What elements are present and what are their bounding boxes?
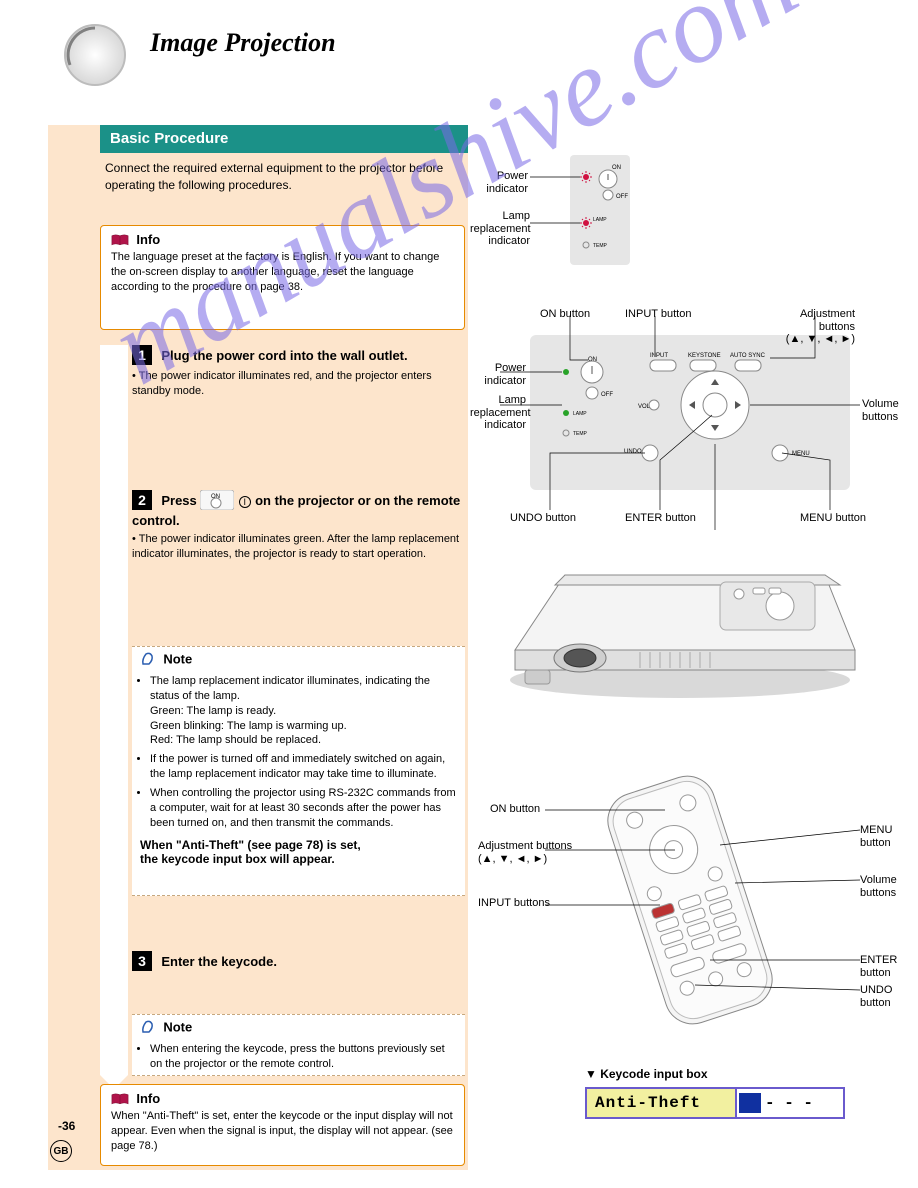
svg-text:AUTO SYNC: AUTO SYNC (730, 353, 766, 359)
info-label: Info (136, 1091, 160, 1106)
svg-text:UNDO: UNDO (624, 449, 642, 455)
svg-text:ON: ON (612, 165, 621, 171)
info-box-antitheft: Info When "Anti-Theft" is set, enter the… (100, 1084, 465, 1166)
note-icon (140, 1019, 156, 1038)
note-label: Note (163, 652, 192, 667)
label-remote-menu: MENU button (860, 824, 918, 849)
info-label: Info (136, 232, 160, 247)
step-2: 2 Press ON I on the projector or on the … (132, 490, 465, 562)
info-body: The language preset at the factory is En… (111, 250, 454, 295)
projector-illustration (485, 520, 870, 705)
anti-theft-dashes: - - - (765, 1094, 813, 1112)
step-number: 2 (132, 490, 152, 510)
svg-text:LAMP: LAMP (593, 217, 607, 223)
step-title: Plug the power cord into the wall outlet… (161, 348, 407, 363)
anti-theft-label: Anti-Theft (587, 1094, 735, 1112)
step-3: 3 Enter the keycode. (132, 951, 465, 971)
cursor-icon (739, 1093, 761, 1113)
keycode-heading: ▼ Keycode input box (585, 1068, 708, 1082)
note-bullet: When entering the keycode, press the but… (150, 1042, 457, 1072)
step-title-a: Press (161, 493, 200, 508)
note-bullet: If the power is turned off and immediate… (150, 752, 457, 782)
label-remote-vol: Volume buttons (860, 874, 918, 899)
note-box-keycode: Note When entering the keycode, press th… (132, 1014, 465, 1076)
on-button-icon: ON (200, 490, 234, 510)
arc-icon (60, 20, 130, 90)
step-body: The power indicator illuminates green. A… (132, 533, 459, 560)
svg-text:TEMP: TEMP (593, 243, 608, 249)
region-badge: GB (50, 1140, 72, 1162)
intro-text: Connect the required external equipment … (105, 160, 460, 194)
remote-illustration (550, 765, 830, 1035)
svg-text:OFF: OFF (616, 194, 628, 200)
label-remote-enter: ENTER button (860, 954, 918, 979)
label-adj-buttons: Adjustment buttons (▲, ▼, ◄, ►) (725, 308, 855, 346)
svg-text:LAMP: LAMP (573, 411, 587, 417)
page-header: Image Projection (0, 10, 918, 120)
section-bar: Basic Procedure (100, 125, 468, 153)
indicator-panel: ON OFF LAMP TEMP (570, 155, 630, 265)
label-input-button: INPUT button (625, 308, 691, 321)
page-title: Image Projection (150, 28, 336, 58)
info-box-factory-language: Info The language preset at the factory … (100, 225, 465, 330)
on-symbol-icon: I (239, 496, 251, 508)
anti-theft-box: Anti-Theft - - - (585, 1087, 845, 1119)
page-number: -36 (58, 1119, 75, 1133)
label-vol-buttons: Volume buttons (862, 398, 899, 423)
book-icon (111, 234, 129, 248)
label-remote-adj: Adjustment buttons (▲, ▼, ◄, ►) (478, 840, 572, 865)
step-title: Enter the keycode. (161, 954, 277, 969)
label-lamp-indicator: Lamp replacement indicator (470, 210, 530, 248)
step-number: 1 (132, 345, 152, 365)
label-remote-undo: UNDO button (860, 984, 918, 1009)
note-bullet: When controlling the projector using RS-… (150, 786, 457, 831)
when-antitheft-title: When "Anti-Theft" (see page 78) is set, (140, 838, 457, 852)
svg-text:OFF: OFF (601, 392, 613, 398)
info-body: When "Anti-Theft" is set, enter the keyc… (111, 1109, 454, 1154)
label-remote-on: ON button (490, 803, 540, 816)
label-power-indicator: Power indicator (478, 362, 526, 387)
svg-text:INPUT: INPUT (650, 353, 668, 359)
note-bullets: The lamp replacement indicator illuminat… (140, 674, 457, 830)
when-antitheft-body: the keycode input box will appear. (140, 852, 457, 866)
svg-text:MENU: MENU (792, 451, 810, 457)
note-bullet: The lamp replacement indicator illuminat… (150, 674, 457, 748)
note-bullets: When entering the keycode, press the but… (140, 1042, 457, 1072)
step-body: The power indicator illuminates red, and… (132, 370, 432, 397)
note-box-lamp: Note The lamp replacement indicator illu… (132, 646, 465, 896)
svg-text:KEYSTONE: KEYSTONE (688, 353, 721, 359)
flow-arrow (100, 345, 128, 1075)
label-power-indicator: Power indicator (478, 170, 528, 195)
step-1: 1 Plug the power cord into the wall outl… (132, 345, 465, 399)
book-icon (111, 1093, 129, 1107)
anti-theft-input[interactable]: - - - (735, 1089, 843, 1117)
note-label: Note (163, 1020, 192, 1035)
label-on-button: ON button (540, 308, 590, 321)
label-remote-input: INPUT buttons (478, 897, 550, 910)
step-number: 3 (132, 951, 152, 971)
control-panel: ON OFF LAMP TEMP VOL INPUT KEYSTONE AUTO… (530, 335, 850, 490)
note-icon (140, 651, 156, 670)
label-lamp-indicator: Lamp replacement indicator (470, 394, 526, 432)
svg-text:TEMP: TEMP (573, 431, 588, 437)
